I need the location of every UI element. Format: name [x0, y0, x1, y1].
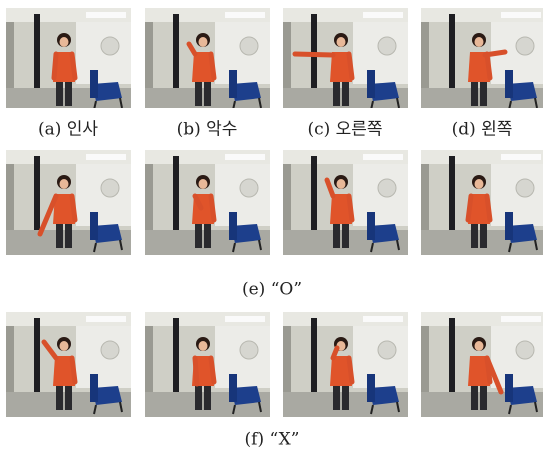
caption: (a) 인사: [38, 120, 98, 140]
photo: [145, 150, 270, 255]
figure: (a) 인사 (b) 악수 (c) 오른쪽 (d) 왼쪽 (e) “O” (f)…: [0, 0, 545, 456]
caption: (d) 왼쪽: [452, 120, 513, 140]
photo: [283, 8, 408, 113]
photo: [6, 312, 131, 417]
photo: [421, 312, 545, 417]
photo: [283, 150, 408, 255]
photo: [283, 312, 408, 417]
photo: [421, 150, 545, 255]
photo: [6, 150, 131, 255]
caption: (b) 악수: [177, 120, 238, 140]
photo: [145, 8, 270, 113]
photo: [145, 312, 270, 417]
caption: (c) 오른쪽: [307, 120, 382, 140]
photo: [6, 8, 131, 113]
caption: (e) “O”: [242, 280, 302, 300]
caption: (f) “X”: [245, 430, 300, 450]
photo: [421, 8, 545, 113]
